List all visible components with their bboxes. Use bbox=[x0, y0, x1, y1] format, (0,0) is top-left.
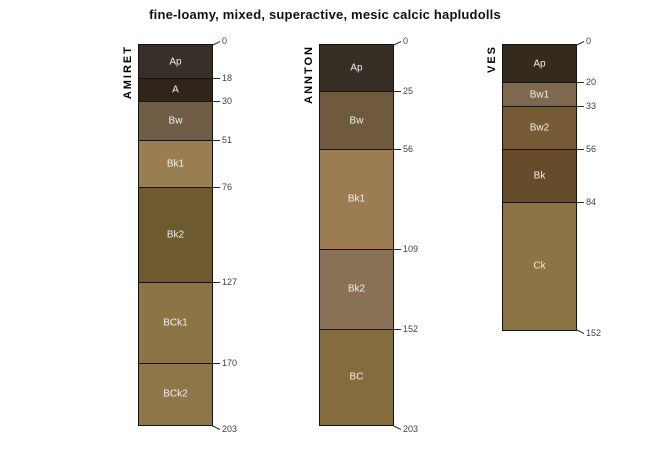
depth-tick-label: 0 bbox=[586, 35, 592, 46]
horizon: Bk2 bbox=[139, 187, 212, 283]
horizon-boundary-line bbox=[320, 329, 393, 331]
depth-tick bbox=[393, 149, 401, 151]
depth-tick-label: 127 bbox=[222, 277, 238, 288]
depth-tick-label: 170 bbox=[222, 357, 238, 368]
horizon-label: Bw2 bbox=[529, 122, 550, 134]
horizon: Bk1 bbox=[139, 140, 212, 188]
depth-tick-label: 203 bbox=[403, 423, 419, 434]
horizon-boundary-line bbox=[503, 106, 576, 108]
depth-tick bbox=[212, 362, 220, 364]
horizon-label: Bw bbox=[168, 115, 183, 127]
depth-tick bbox=[392, 40, 402, 46]
depth-tick-label: 203 bbox=[222, 423, 238, 434]
profile-name: AMIRET bbox=[122, 45, 134, 100]
horizon: Bw bbox=[139, 101, 212, 141]
depth-tick bbox=[576, 81, 584, 83]
depth-tick bbox=[211, 40, 221, 46]
horizon-boundary-line bbox=[320, 248, 393, 250]
horizon: Ap bbox=[320, 45, 393, 92]
depth-tick bbox=[212, 282, 220, 284]
depth-tick bbox=[393, 329, 401, 331]
depth-tick bbox=[392, 424, 402, 430]
profile-name: VES bbox=[486, 45, 498, 74]
horizon-label: Bk bbox=[533, 170, 546, 182]
depth-tick bbox=[212, 78, 220, 80]
horizon: BCk2 bbox=[139, 363, 212, 425]
depth-tick bbox=[575, 40, 585, 46]
horizon-label: BC bbox=[349, 371, 364, 383]
horizon-boundary-line bbox=[503, 81, 576, 83]
horizon-boundary-line bbox=[139, 78, 212, 80]
horizon: Ap bbox=[503, 45, 576, 83]
depth-tick bbox=[212, 186, 220, 188]
horizon-label: Ap bbox=[169, 56, 182, 68]
horizon: Bw2 bbox=[503, 106, 576, 150]
depth-tick bbox=[211, 424, 221, 430]
horizon-boundary-line bbox=[139, 100, 212, 102]
horizon-label: BCk2 bbox=[163, 388, 188, 400]
chart-title: fine-loamy, mixed, superactive, mesic ca… bbox=[149, 7, 501, 22]
horizon-boundary-line bbox=[503, 201, 576, 203]
horizon-label: Bk1 bbox=[166, 158, 185, 170]
depth-tick-label: 18 bbox=[222, 73, 233, 84]
horizon: Ck bbox=[503, 202, 576, 330]
horizon-label: Ap bbox=[533, 58, 546, 70]
horizon: Bk2 bbox=[320, 249, 393, 330]
profile-name: ANNTON bbox=[303, 45, 315, 104]
horizon-label: Ck bbox=[533, 260, 546, 272]
depth-tick-label: 0 bbox=[222, 35, 228, 46]
depth-tick-label: 30 bbox=[222, 95, 233, 106]
depth-tick-label: 0 bbox=[403, 35, 409, 46]
horizon: Bw bbox=[320, 91, 393, 150]
horizon-boundary-line bbox=[139, 139, 212, 141]
depth-tick bbox=[212, 139, 220, 141]
horizon: Bk1 bbox=[320, 149, 393, 250]
profile-outline bbox=[138, 44, 213, 426]
depth-tick bbox=[212, 100, 220, 102]
horizon-boundary-line bbox=[139, 362, 212, 364]
depth-tick-label: 56 bbox=[586, 144, 597, 155]
horizon-label: BCk1 bbox=[163, 317, 188, 329]
horizon-label: Bw1 bbox=[529, 89, 550, 101]
depth-tick-label: 20 bbox=[586, 76, 597, 87]
depth-tick-label: 56 bbox=[403, 144, 414, 155]
depth-tick-label: 33 bbox=[586, 101, 597, 112]
horizon-label: Bk1 bbox=[347, 193, 366, 205]
depth-tick bbox=[393, 248, 401, 250]
horizon-boundary-line bbox=[320, 91, 393, 93]
depth-tick bbox=[576, 149, 584, 151]
horizon-label: Bk2 bbox=[166, 229, 185, 241]
horizon: Bk bbox=[503, 149, 576, 203]
horizon-boundary-line bbox=[320, 149, 393, 151]
depth-tick-label: 152 bbox=[403, 324, 419, 335]
horizon: BCk1 bbox=[139, 282, 212, 364]
horizon: A bbox=[139, 78, 212, 102]
depth-tick bbox=[393, 91, 401, 93]
horizon: Bw1 bbox=[503, 82, 576, 107]
horizon: BC bbox=[320, 329, 393, 425]
horizon-label: Ap bbox=[350, 62, 363, 74]
depth-tick-label: 76 bbox=[222, 181, 233, 192]
horizon: Ap bbox=[139, 45, 212, 79]
depth-tick-label: 84 bbox=[586, 196, 597, 207]
profile-outline bbox=[319, 44, 394, 426]
depth-tick-label: 152 bbox=[586, 328, 602, 339]
horizon-label: Bk2 bbox=[347, 283, 366, 295]
horizon-label: A bbox=[172, 84, 179, 96]
depth-tick-label: 25 bbox=[403, 86, 414, 97]
depth-tick bbox=[575, 329, 585, 335]
depth-tick-label: 51 bbox=[222, 134, 233, 145]
depth-tick-label: 109 bbox=[403, 243, 419, 254]
depth-tick bbox=[576, 201, 584, 203]
horizon-boundary-line bbox=[139, 282, 212, 284]
depth-tick bbox=[576, 106, 584, 108]
horizon-boundary-line bbox=[503, 149, 576, 151]
horizon-label: Bw bbox=[349, 115, 364, 127]
profile-outline bbox=[502, 44, 577, 331]
horizon-boundary-line bbox=[139, 186, 212, 188]
